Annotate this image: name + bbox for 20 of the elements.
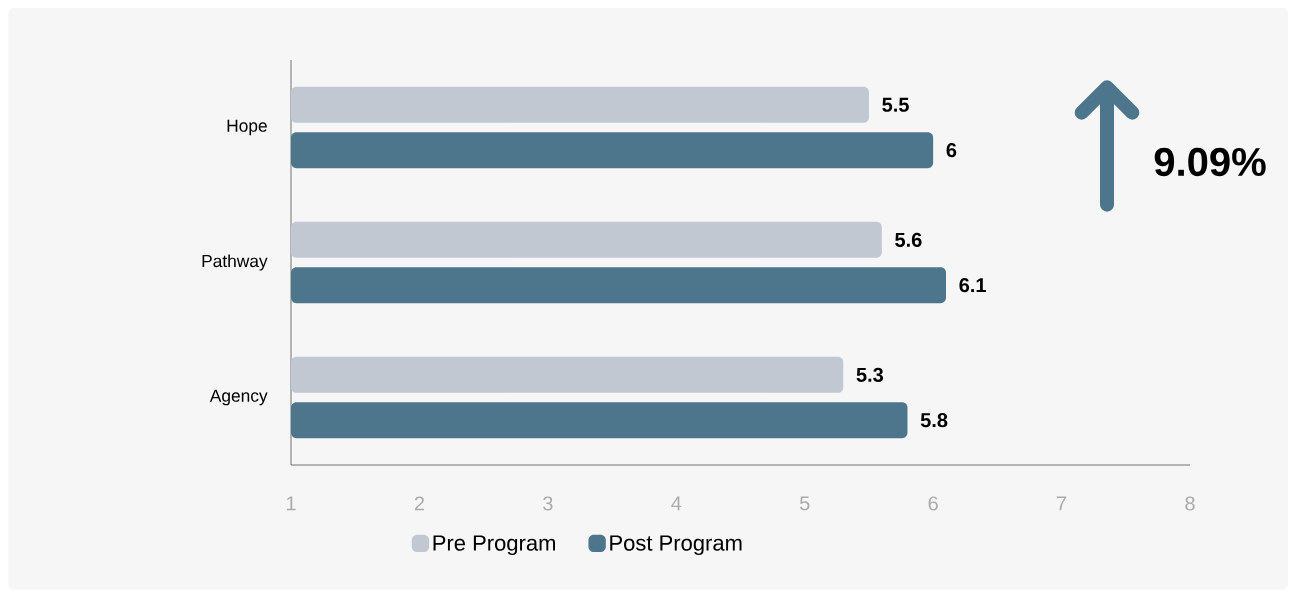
data-label: 6.1 [959, 278, 986, 293]
y-tick-label: Agency [209, 389, 268, 406]
x-tick-label: 7 [1057, 496, 1067, 511]
x-tick-label: 4 [671, 496, 682, 511]
x-tick-label: 2 [414, 496, 424, 511]
y-tick-label: Hope [227, 119, 267, 136]
data-label: 5.5 [882, 97, 909, 112]
legend-label: Post Program [610, 535, 742, 556]
x-tick-label: 5 [799, 496, 810, 511]
x-tick-label: 1 [286, 496, 296, 511]
data-label: 6 [946, 143, 957, 158]
data-label: 5.6 [895, 232, 922, 247]
y-tick-label: Pathway [202, 254, 268, 271]
annotation: 9.09% [1154, 147, 1266, 177]
x-tick-label: 6 [928, 496, 938, 511]
data-label: 5.3 [856, 367, 884, 382]
data-label: 5.8 [920, 413, 948, 428]
x-tick-label: 8 [1185, 496, 1195, 511]
x-tick-label: 3 [543, 496, 553, 511]
legend-label: Pre Program [433, 535, 555, 556]
